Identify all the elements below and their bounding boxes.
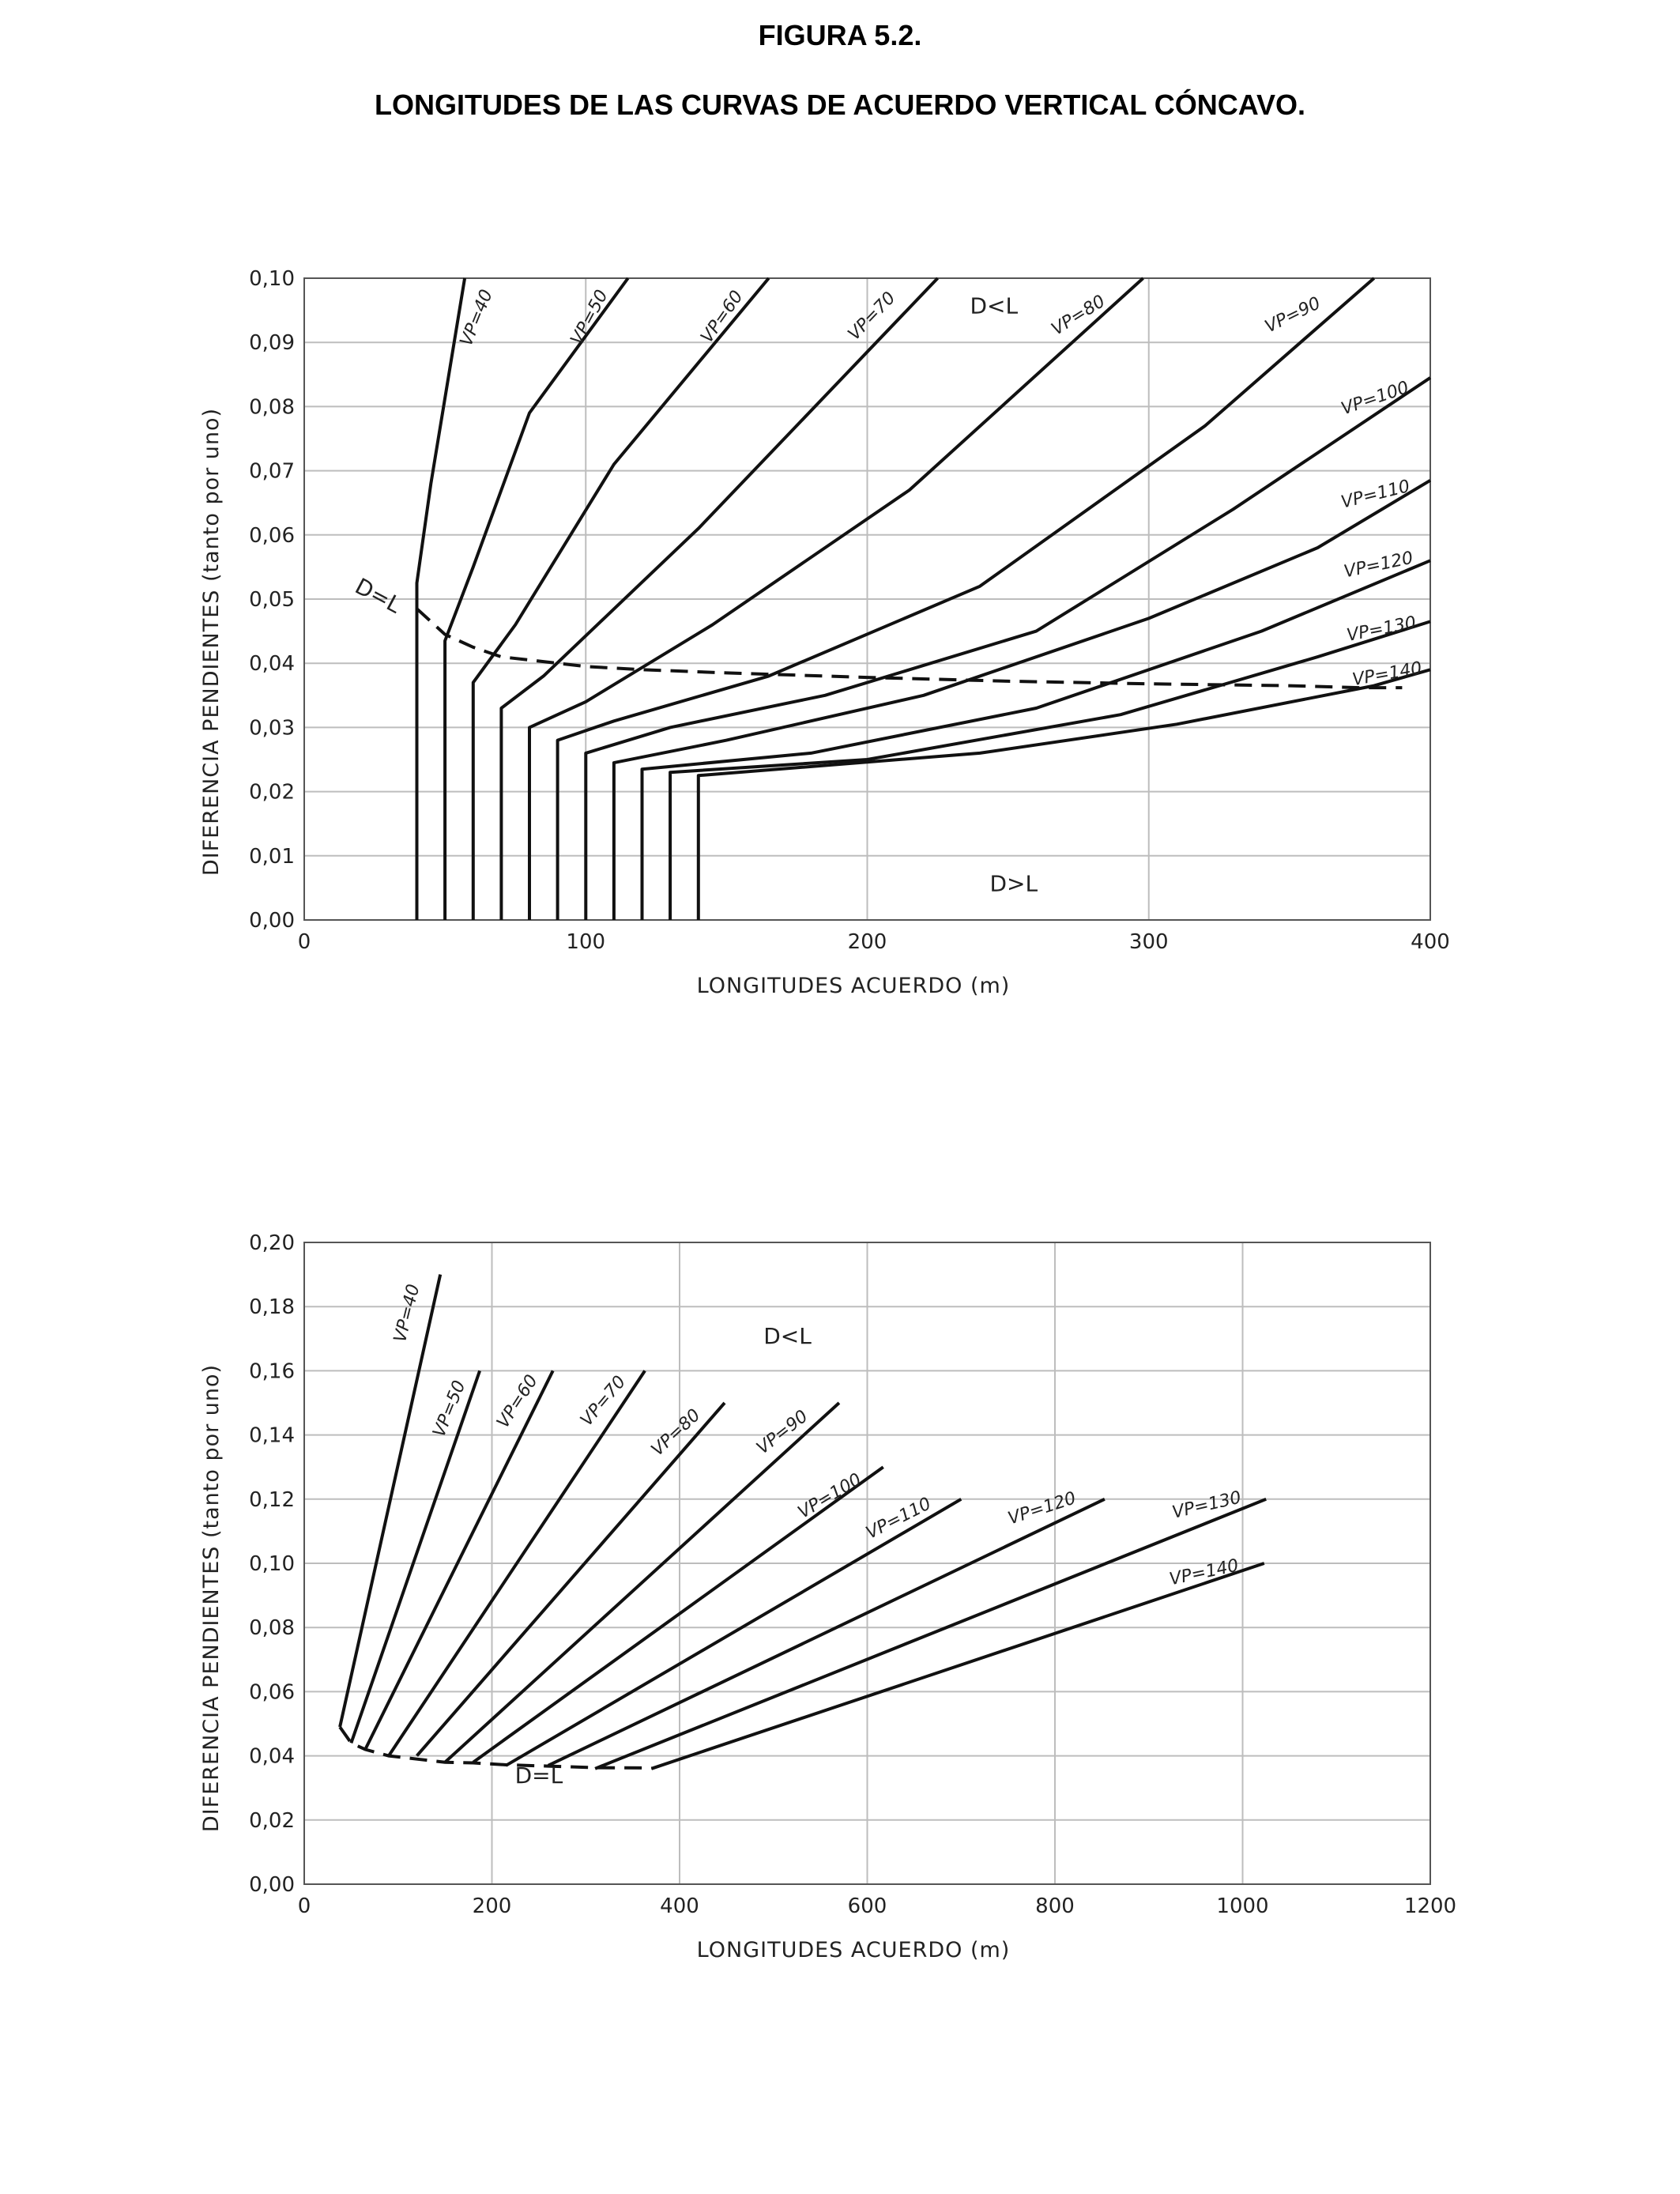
x-tick-label: 300 — [1129, 930, 1169, 954]
y-tick-label: 0,20 — [249, 1231, 295, 1255]
series-label-vp-90: VP=90 — [753, 1407, 812, 1459]
x-tick-label: 0 — [298, 1894, 311, 1918]
series-line-vp-140 — [650, 1562, 1265, 1770]
x-tick-label: 200 — [848, 930, 887, 954]
x-tick-label: 400 — [1411, 930, 1450, 954]
series-label-vp-70: VP=70 — [577, 1372, 630, 1430]
x-tick-label: 1200 — [1404, 1894, 1456, 1918]
y-tick-label: 0,02 — [249, 1809, 295, 1833]
series-line-vp-80 — [415, 1401, 726, 1757]
series-line-vp-100 — [472, 1465, 884, 1764]
y-tick-label: 0,06 — [249, 524, 295, 548]
series-label-vp-40: VP=40 — [390, 1282, 424, 1344]
series-line-vp-110 — [505, 1498, 962, 1767]
y-tick-label: 0,04 — [249, 1745, 295, 1769]
series-line-vp-60 — [471, 277, 770, 920]
x-tick-label: 1000 — [1216, 1894, 1268, 1918]
series-label-vp-60: VP=60 — [697, 287, 747, 347]
grid-bottom — [303, 1242, 1431, 1885]
annotation-d-less-l: D<L — [763, 1323, 812, 1349]
series-line-vp-80 — [528, 277, 1144, 920]
y-tick-label: 0,12 — [249, 1488, 295, 1512]
x-tick-label: 200 — [473, 1894, 512, 1918]
series-line-vp-120 — [547, 1497, 1106, 1767]
series-label-vp-60: VP=60 — [493, 1371, 542, 1431]
figure-caption: LONGITUDES DE LAS CURVAS DE ACUERDO VERT… — [374, 89, 1306, 121]
series-label-vp-120: VP=120 — [1006, 1488, 1079, 1529]
series-line-vp-70 — [499, 277, 940, 920]
y-tick-label: 0,10 — [249, 267, 295, 291]
series-label-vp-70: VP=70 — [845, 288, 900, 345]
annotation-d-greater-l: D>L — [989, 870, 1038, 896]
series-line-vp-40 — [415, 277, 467, 920]
y-tick-label: 0,00 — [249, 909, 295, 933]
series-line-vp-140 — [696, 668, 1431, 920]
series-bottom — [338, 1274, 1267, 1770]
series-line-vp-50 — [349, 1370, 481, 1744]
series-line-vp-90 — [556, 277, 1376, 920]
series-label-vp-50: VP=50 — [567, 287, 612, 349]
series-label-vp-130: VP=130 — [1345, 613, 1418, 646]
series-top — [415, 277, 1432, 920]
y-tick-label: 0,01 — [249, 845, 295, 869]
series-label-vp-50: VP=50 — [429, 1378, 469, 1440]
y-tick-label: 0,10 — [249, 1552, 295, 1576]
y-tick-label: 0,07 — [249, 460, 295, 484]
x-tick-label: 800 — [1035, 1894, 1075, 1918]
series-line-vp-60 — [363, 1370, 555, 1751]
series-label-vp-80: VP=80 — [648, 1405, 705, 1460]
x-tick-label: 100 — [566, 930, 605, 954]
series-label-vp-100: VP=100 — [795, 1470, 865, 1523]
x-axis-title: LONGITUDES ACUERDO (m) — [697, 974, 1011, 998]
y-tick-label: 0,08 — [249, 1616, 295, 1640]
labels-bottom: 0,00 0,02 0,04 0,06 0,08 0,10 0,12 0,14 0,16 0,18… — [249, 1231, 1456, 1918]
series-line-vp-120 — [640, 559, 1431, 920]
x-tick-label: 600 — [848, 1894, 887, 1918]
y-tick-label: 0,18 — [249, 1295, 295, 1319]
series-line-vp-100 — [584, 376, 1432, 920]
series-line-vp-50 — [443, 277, 630, 920]
grid-top — [303, 277, 1431, 921]
series-line-vp-130 — [594, 1497, 1267, 1770]
y-axis-title: DIFERENCIA PENDIENTES (tanto por uno) — [199, 1364, 224, 1832]
plot-frame — [303, 277, 1431, 921]
y-tick-label: 0,09 — [249, 331, 295, 355]
y-tick-label: 0,02 — [249, 781, 295, 805]
x-tick-label: 400 — [660, 1894, 699, 1918]
y-tick-label: 0,00 — [249, 1873, 295, 1897]
series-label-vp-120: VP=120 — [1343, 548, 1415, 582]
y-axis-title: DIFERENCIA PENDIENTES (tanto por uno) — [199, 408, 224, 876]
series-label-vp-130: VP=130 — [1170, 1488, 1243, 1523]
y-tick-label: 0,06 — [249, 1680, 295, 1704]
annotation-d-equals-l: D=L — [351, 573, 405, 619]
x-tick-label: 0 — [298, 930, 311, 954]
y-tick-label: 0,05 — [249, 588, 295, 612]
series-line-vp-70 — [387, 1370, 646, 1757]
y-tick-label: 0,16 — [249, 1359, 295, 1383]
chart-bottom: 0,00 0,02 0,04 0,06 0,08 0,10 0,12 0,14 0,16 0,18… — [199, 1231, 1456, 1962]
series-line-vp-40 — [338, 1274, 443, 1728]
series-line-vp-90 — [443, 1401, 841, 1764]
x-axis-title: LONGITUDES ACUERDO (m) — [697, 1938, 1011, 1962]
annotation-d-less-l: D<L — [970, 293, 1019, 319]
y-tick-label: 0,03 — [249, 716, 295, 740]
plot-frame — [303, 1242, 1431, 1885]
annotation-d-equals-l: D=L — [515, 1762, 563, 1789]
y-tick-label: 0,14 — [249, 1424, 295, 1448]
y-tick-label: 0,04 — [249, 652, 295, 676]
y-tick-label: 0,08 — [249, 395, 295, 419]
series-line-vp-130 — [669, 620, 1431, 920]
series-line-vp-110 — [612, 479, 1432, 920]
boundary-line-d-equals-l — [416, 607, 1403, 690]
series-label-vp-110: VP=110 — [1339, 477, 1412, 513]
chart-top: 0,00 0,01 0,02 0,03 0,04 0,05 0,06 0,07 0,08 0,09… — [199, 267, 1450, 998]
figure-label: FIGURA 5.2. — [758, 19, 922, 51]
boundary-line-d-equals-l — [338, 1725, 652, 1770]
